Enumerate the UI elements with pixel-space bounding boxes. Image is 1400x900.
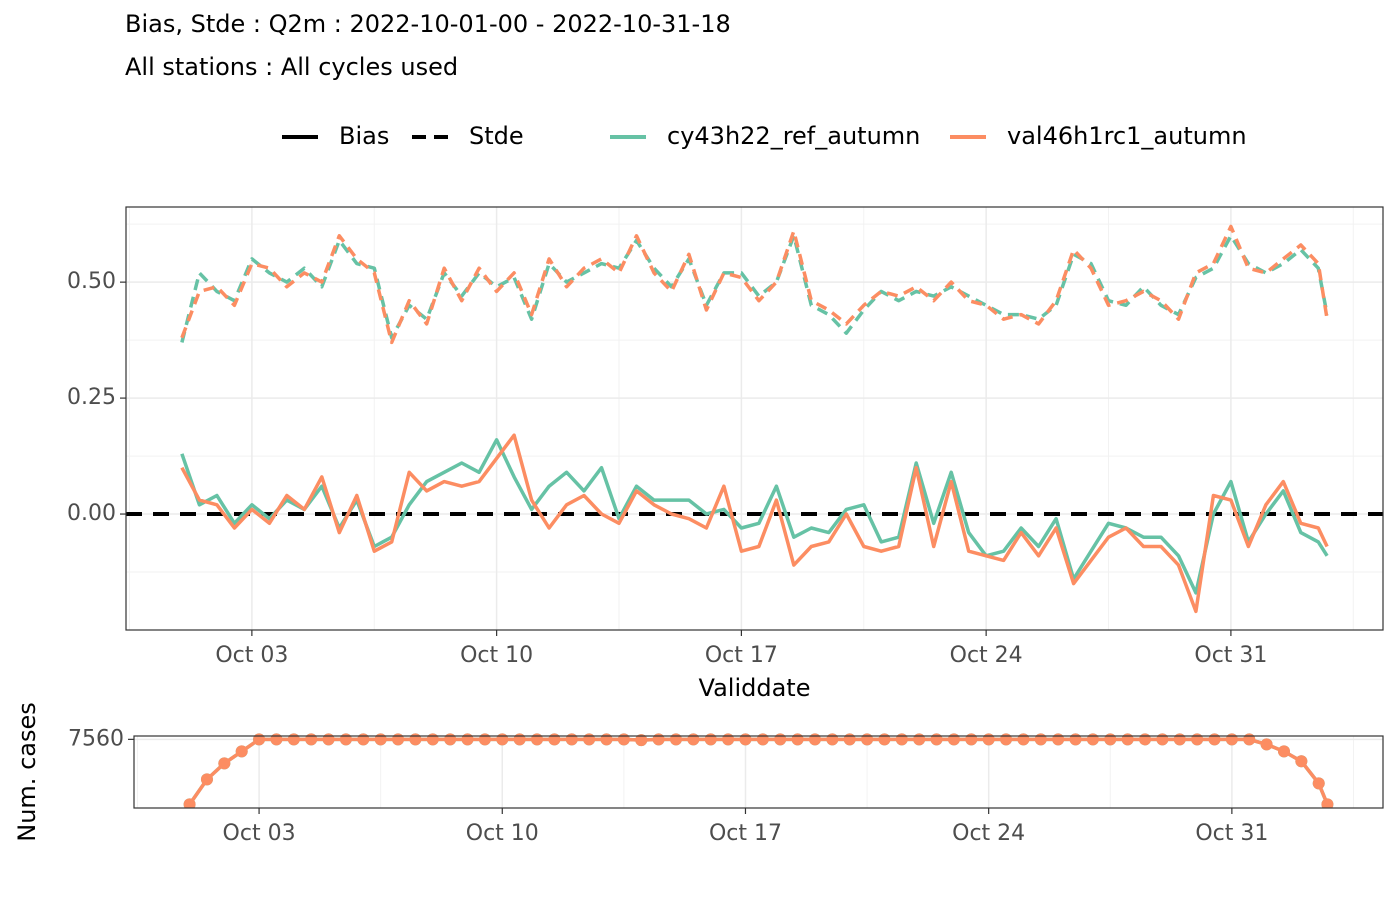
data-point	[287, 733, 300, 746]
data-point	[1225, 733, 1238, 746]
data-point	[774, 733, 787, 746]
data-point	[409, 733, 422, 746]
data-point	[218, 757, 231, 770]
chart-title: Bias, Stde : Q2m : 2022-10-01-00 - 2022-…	[125, 10, 731, 38]
data-point	[548, 733, 561, 746]
data-point	[704, 733, 717, 746]
data-point	[253, 733, 266, 746]
data-point	[861, 733, 874, 746]
data-point	[791, 733, 804, 746]
plot-border	[125, 206, 1384, 631]
legend-label: cy43h22_ref_autumn	[667, 122, 920, 150]
data-point	[374, 733, 387, 746]
data-point	[270, 733, 283, 746]
data-point	[339, 733, 352, 746]
y-tick-label: 7560	[68, 726, 124, 751]
data-point	[843, 733, 856, 746]
data-point	[722, 733, 735, 746]
plot-border	[133, 735, 1384, 809]
data-point	[652, 733, 665, 746]
data-point	[1139, 733, 1152, 746]
data-point	[235, 745, 248, 758]
data-point	[322, 733, 335, 746]
data-point	[1034, 733, 1047, 746]
data-point	[1156, 733, 1169, 746]
data-point	[1243, 733, 1256, 746]
y-axis-label: Num. cases	[13, 702, 41, 841]
chart-subtitle: All stations : All cycles used	[125, 53, 458, 81]
data-point	[1052, 733, 1065, 746]
data-point	[1069, 733, 1082, 746]
data-point	[496, 733, 509, 746]
data-point	[1017, 733, 1030, 746]
data-point	[200, 773, 213, 786]
data-point	[756, 733, 769, 746]
data-point	[895, 733, 908, 746]
y-tick-label: 0.50	[67, 269, 116, 294]
data-point	[1191, 733, 1204, 746]
series-line	[180, 224, 1329, 345]
x-tick-label: Oct 24	[950, 643, 1023, 668]
data-point	[617, 733, 630, 746]
data-point	[1312, 777, 1325, 790]
data-point	[478, 733, 491, 746]
data-point	[183, 798, 196, 808]
data-point	[1321, 798, 1334, 808]
data-point	[930, 733, 943, 746]
data-point	[1208, 733, 1221, 746]
data-point	[1086, 733, 1099, 746]
data-point	[305, 733, 318, 746]
data-point	[947, 733, 960, 746]
data-point	[1121, 733, 1134, 746]
x-tick-label: Oct 17	[709, 821, 782, 846]
data-point	[1104, 733, 1117, 746]
data-point	[739, 733, 752, 746]
data-point	[357, 733, 370, 746]
x-tick-label: Oct 31	[1195, 821, 1268, 846]
data-point	[965, 733, 978, 746]
x-tick-label: Oct 24	[952, 821, 1025, 846]
data-point	[392, 733, 405, 746]
series-line	[180, 433, 1329, 614]
x-tick-label: Oct 17	[705, 643, 778, 668]
data-point	[1277, 745, 1290, 758]
legend-label: Bias	[339, 122, 389, 150]
y-tick-label: 0.25	[67, 385, 116, 410]
x-axis-label: Validdate	[699, 674, 811, 702]
x-tick-label: Oct 03	[215, 643, 288, 668]
data-point	[531, 733, 544, 746]
data-point	[444, 733, 457, 746]
data-point	[600, 733, 613, 746]
data-point	[583, 733, 596, 746]
series-line	[180, 234, 1329, 343]
data-point	[826, 733, 839, 746]
data-point	[1260, 738, 1273, 751]
data-point	[808, 733, 821, 746]
data-point	[913, 733, 926, 746]
legend-label: Stde	[469, 122, 524, 150]
x-tick-label: Oct 03	[223, 821, 296, 846]
data-point	[426, 733, 439, 746]
data-point	[1000, 733, 1013, 746]
data-point	[878, 733, 891, 746]
x-tick-label: Oct 10	[466, 821, 539, 846]
data-point	[669, 733, 682, 746]
data-point	[1295, 755, 1308, 768]
y-tick-label: 0.00	[67, 501, 116, 526]
data-point	[513, 733, 526, 746]
x-tick-label: Oct 10	[460, 643, 533, 668]
data-point	[1173, 733, 1186, 746]
data-point	[635, 734, 648, 747]
data-point	[461, 733, 474, 746]
data-point	[687, 733, 700, 746]
legend-label: val46h1rc1_autumn	[1007, 122, 1247, 150]
data-point	[982, 733, 995, 746]
x-tick-label: Oct 31	[1194, 643, 1267, 668]
data-point	[565, 733, 578, 746]
